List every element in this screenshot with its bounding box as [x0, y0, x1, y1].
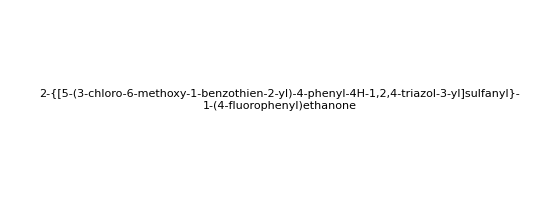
Text: 2-{[5-(3-chloro-6-methoxy-1-benzothien-2-yl)-4-phenyl-4H-1,2,4-triazol-3-yl]sulf: 2-{[5-(3-chloro-6-methoxy-1-benzothien-2… — [40, 89, 520, 111]
